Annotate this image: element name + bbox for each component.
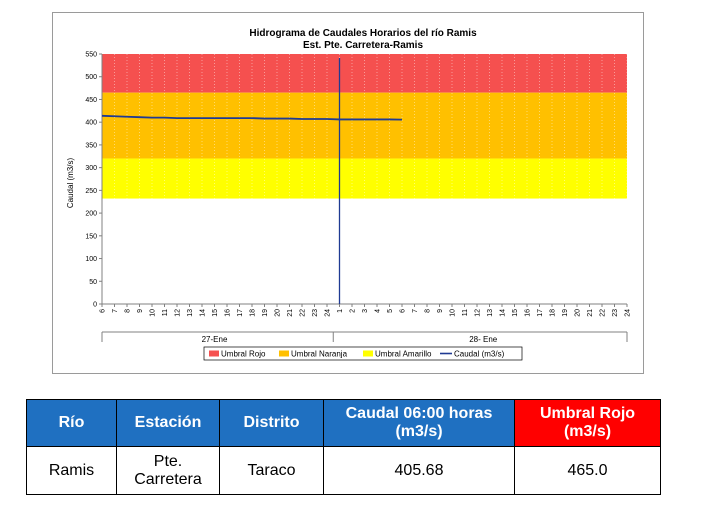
x-tick-label: 4 [375, 309, 382, 313]
legend-swatch-umbral-rojo [209, 350, 219, 357]
x-tick-label: 16 [225, 309, 232, 317]
x-tick-label: 6 [400, 309, 407, 313]
x-tick-label: 13 [187, 309, 194, 317]
x-tick-label: 8 [425, 309, 432, 313]
x-tick-label: 5 [387, 309, 394, 313]
header-distrito: Distrito [219, 399, 324, 447]
cell-estacion: Pte. Carretera [116, 446, 220, 495]
x-tick-label: 23 [612, 309, 619, 317]
x-tick-label: 20 [275, 309, 282, 317]
x-tick-label: 21 [587, 309, 594, 317]
y-tick-label: 0 [93, 302, 97, 309]
header-estacion: Estación [116, 399, 220, 447]
x-tick-label: 19 [262, 309, 269, 317]
x-tick-label: 14 [500, 309, 507, 317]
threshold-bands [102, 54, 627, 304]
legend-label-umbral-naranja: Umbral Naranja [291, 350, 348, 359]
cell-umbral-rojo: 465.0 [514, 446, 661, 495]
band-umbral-rojo [102, 54, 627, 93]
x-tick-label: 12 [175, 309, 182, 317]
legend-swatch-umbral-amarillo [363, 350, 373, 357]
x-tick-label: 18 [250, 309, 257, 317]
x-tick-label: 19 [562, 309, 569, 317]
x-tick-label: 2 [350, 309, 357, 313]
x-tick-label: 7 [412, 309, 419, 313]
x-tick-label: 11 [162, 309, 169, 316]
cell-rio: Ramis [26, 446, 117, 495]
chart-subtitle: Est. Pte. Carretera-Ramis [303, 40, 423, 51]
y-tick-label: 300 [85, 165, 97, 172]
x-tick-label: 9 [437, 309, 444, 313]
x-tick-label: 3 [362, 309, 369, 313]
x-tick-label: 9 [137, 309, 144, 313]
summary-table: Río Estación Distrito Caudal 06:00 horas… [26, 399, 661, 495]
y-tick-label: 550 [85, 52, 97, 59]
x-tick-label: 20 [575, 309, 582, 317]
y-tick-label: 450 [85, 97, 97, 104]
y-axis-label: Caudal (m3/s) [66, 158, 75, 209]
y-axis-ticks: 0 50 100 150 200 250 300 350 400 450 500 550 [85, 52, 102, 309]
hydrograph-chart: Hidrograma de Caudales Horarios del río … [66, 28, 632, 361]
x-tick-label: 24 [625, 309, 632, 317]
x-tick-label: 16 [525, 309, 532, 317]
series-caudal-line [101, 114, 403, 121]
x-tick-label: 18 [550, 309, 557, 317]
y-tick-label: 350 [85, 142, 97, 149]
cell-caudal: 405.68 [323, 446, 515, 495]
x-tick-label: 12 [475, 309, 482, 317]
x-tick-label: 14 [200, 309, 207, 317]
x-tick-label: 10 [150, 309, 157, 317]
legend-label-umbral-rojo: Umbral Rojo [221, 350, 266, 359]
x-tick-label: 15 [212, 309, 219, 317]
x-tick-label: 17 [537, 309, 544, 317]
x-axis-ticks: 6 7 8 9 10 11 12 13 14 15 16 17 18 19 20 21 22 23 24 1 2 3 4 5 6… [100, 304, 632, 317]
legend-label-umbral-amarillo: Umbral Amarillo [375, 350, 432, 359]
chart-frame: Hidrograma de Caudales Horarios del río … [52, 12, 644, 374]
x-tick-label: 6 [100, 309, 107, 313]
legend-swatch-umbral-naranja [279, 350, 289, 357]
y-tick-label: 50 [89, 279, 97, 286]
table-row: Ramis Pte. Carretera Taraco 405.68 465.0 [26, 446, 661, 495]
x-tick-label: 21 [287, 309, 294, 317]
table-header-row: Río Estación Distrito Caudal 06:00 horas… [26, 399, 661, 447]
x-tick-label: 24 [325, 309, 332, 317]
header-rio: Río [26, 399, 117, 447]
x-tick-label: 22 [600, 309, 607, 317]
chart-title: Hidrograma de Caudales Horarios del río … [249, 28, 477, 39]
y-tick-label: 100 [85, 256, 97, 263]
date-group-label: 28- Ene [469, 335, 498, 344]
x-tick-label: 23 [312, 309, 319, 317]
cell-distrito: Taraco [219, 446, 324, 495]
y-tick-label: 200 [85, 211, 97, 218]
x-tick-label: 17 [237, 309, 244, 317]
date-axis: 27-Ene 28- Ene [101, 331, 628, 344]
x-tick-label: 11 [462, 309, 469, 316]
x-tick-label: 13 [487, 309, 494, 317]
series-layer [101, 58, 403, 304]
y-tick-label: 250 [85, 188, 97, 195]
legend: Umbral Rojo Umbral Naranja Umbral Amarillo… [203, 346, 523, 361]
header-caudal: Caudal 06:00 horas (m3/s) [323, 399, 515, 447]
x-tick-label: 22 [300, 309, 307, 317]
date-group-label: 27-Ene [202, 335, 228, 344]
header-umbral-rojo: Umbral Rojo (m3/s) [514, 399, 661, 447]
x-tick-label: 15 [512, 309, 519, 317]
x-tick-label: 7 [112, 309, 119, 313]
legend-label-caudal-m3-s: Caudal (m3/s) [454, 350, 505, 359]
y-tick-label: 400 [85, 120, 97, 127]
x-tick-label: 8 [125, 309, 132, 313]
y-tick-label: 500 [85, 74, 97, 81]
y-tick-label: 150 [85, 233, 97, 240]
x-tick-label: 1 [337, 309, 344, 313]
x-tick-label: 10 [450, 309, 457, 317]
